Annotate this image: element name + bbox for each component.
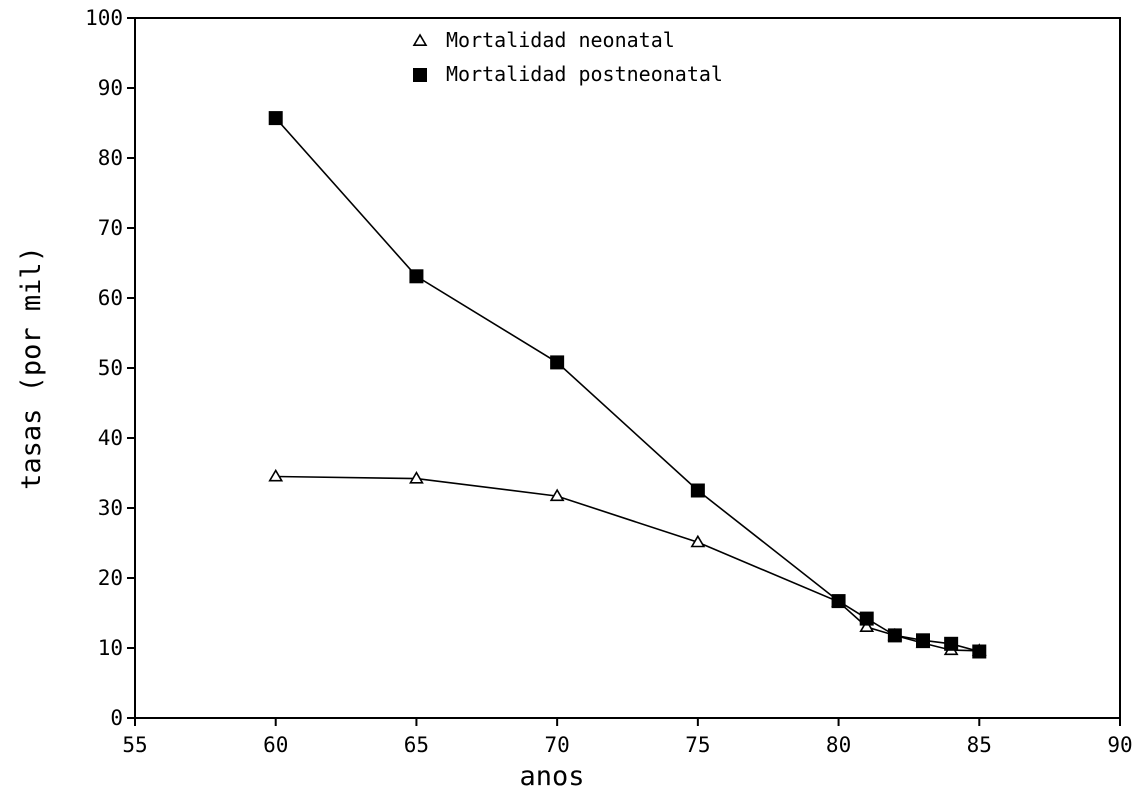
y-tick-label: 100: [85, 6, 123, 30]
x-axis: 55 60 65 70 75 80 85 90: [122, 718, 1133, 757]
x-tick-label: 70: [544, 733, 569, 757]
x-tick-label: 55: [122, 733, 147, 757]
series-1-point: [409, 471, 424, 484]
y-tick-label: 20: [98, 566, 123, 590]
series-2-point: [409, 269, 424, 284]
legend-label-2: Mortalidad postneonatal: [446, 62, 723, 86]
x-tick-label: 80: [826, 733, 851, 757]
y-tick-label: 30: [98, 496, 123, 520]
y-tick-label: 50: [98, 356, 123, 380]
series-1-point: [859, 619, 875, 633]
y-tick-label: 80: [98, 146, 123, 170]
y-tick-label: 40: [98, 426, 123, 450]
legend: Mortalidad neonatal Mortalidad postneonat…: [412, 28, 723, 86]
series-2-point: [690, 483, 705, 498]
series-2-point: [916, 633, 930, 648]
series-2-point: [944, 636, 959, 651]
y-tick-label: 90: [98, 76, 123, 100]
y-tick-label: 60: [98, 286, 123, 310]
series-1-point: [690, 534, 706, 548]
series-2-point: [268, 111, 283, 126]
x-tick-label: 85: [967, 733, 992, 757]
x-tick-label: 65: [404, 733, 429, 757]
series-1-point: [268, 468, 284, 482]
x-tick-label: 75: [685, 733, 710, 757]
x-tick-label: 90: [1107, 733, 1132, 757]
series-2-point: [972, 644, 987, 659]
series-2: [268, 111, 987, 659]
legend-marker-2: [413, 68, 427, 82]
x-tick-label: 60: [263, 733, 288, 757]
y-tick-label: 0: [110, 706, 123, 730]
series-2-point: [859, 611, 874, 626]
y-axis-title: tasas (por mil): [16, 246, 47, 490]
y-axis: 0 10 20 30 40 50 60 70 80 90 100: [85, 6, 135, 730]
series-layer: [268, 111, 987, 659]
legend-marker-1: [412, 33, 428, 47]
series-1-point: [549, 488, 565, 502]
plot-frame: [134, 17, 1121, 719]
y-tick-label: 10: [98, 636, 123, 660]
series-2-point: [831, 594, 846, 609]
series-2-point: [887, 628, 902, 643]
plot-border: [134, 17, 1121, 719]
series-1: [268, 468, 987, 656]
x-axis-title: anos: [519, 761, 584, 792]
legend-label-1: Mortalidad neonatal: [446, 28, 675, 52]
series-2-line: [275, 117, 980, 653]
y-tick-label: 70: [98, 216, 123, 240]
series-1-line: [275, 475, 980, 652]
series-2-point: [550, 355, 565, 370]
